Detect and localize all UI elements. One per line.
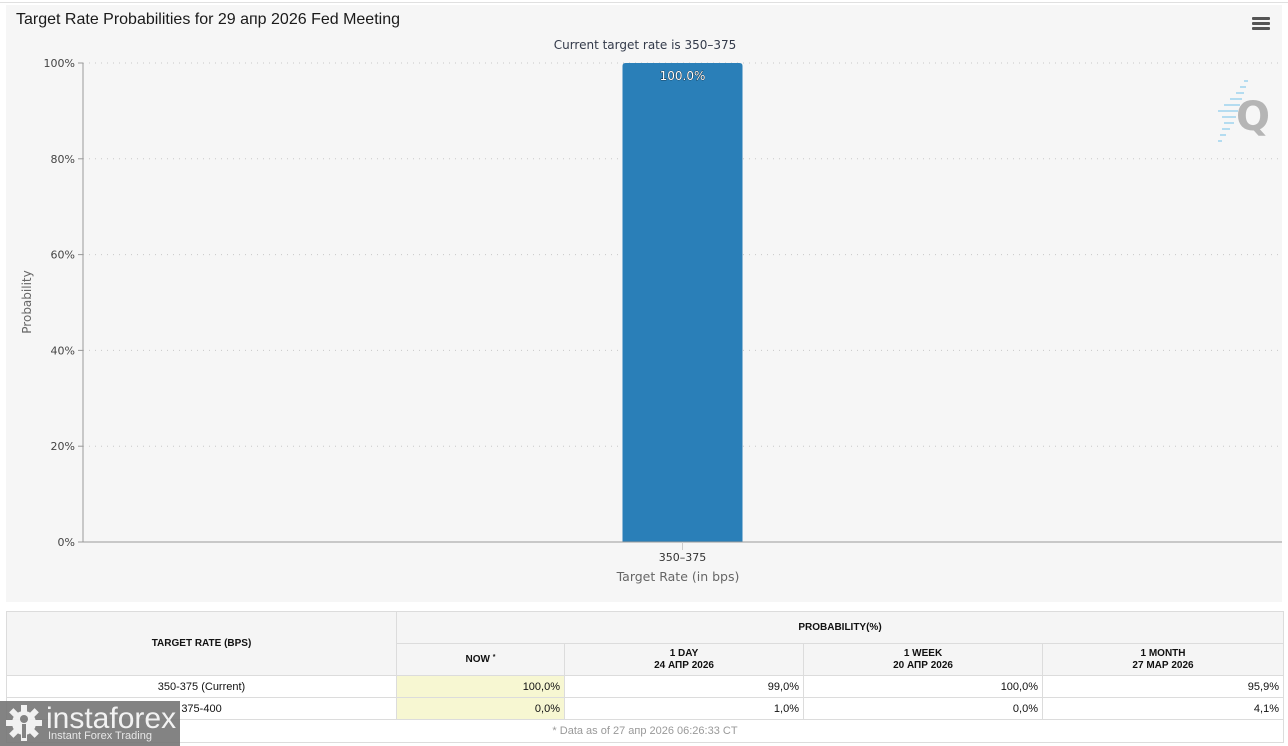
table-footnote-row: * Data as of 27 апр 2026 06:26:33 CT — [6, 719, 1284, 743]
q-logo-icon: Q — [1218, 80, 1270, 142]
table-header-row: TARGET RATE (BPS) PROBABILITY(%) — [6, 611, 1284, 676]
instaforex-logo: instaforex Instant Forex Trading — [0, 701, 180, 746]
value-cell-1-day: 1,0% — [564, 697, 804, 720]
chart-title: Target Rate Probabilities for 29 апр 202… — [16, 11, 400, 28]
logo-brand: instaforex — [46, 702, 177, 735]
x-tick-label: 350–375 — [659, 551, 707, 564]
y-tick-label: 0% — [58, 536, 75, 549]
y-tick-label: 100% — [44, 57, 75, 70]
hamburger-menu-icon[interactable] — [1252, 17, 1270, 33]
col-header-target-rate: TARGET RATE (BPS) — [6, 611, 397, 676]
gear-logo-icon — [6, 705, 42, 741]
svg-text:Q: Q — [1236, 94, 1270, 140]
y-tick-label: 20% — [51, 440, 75, 453]
probability-table: TARGET RATE (BPS) PROBABILITY(%) NOW * 1… — [6, 611, 1284, 743]
col-header-probability: PROBABILITY(%) — [396, 611, 1284, 644]
chart-subtitle: Current target rate is 350–375 — [554, 38, 737, 52]
value-cell-1-month: 4,1% — [1042, 697, 1284, 720]
col-header-1-day: 1 DAY 24 АПР 2026 — [564, 643, 804, 676]
y-axis-ticks: 0% 20% 40% 60% 80% 100% — [44, 57, 83, 549]
bar[interactable] — [622, 63, 743, 542]
value-cell-1-month: 95,9% — [1042, 675, 1284, 698]
chart-panel: Target Rate Probabilities for 29 апр 202… — [6, 5, 1282, 602]
x-axis-label: Target Rate (in bps) — [616, 569, 740, 584]
bars: 100.0% — [622, 63, 743, 542]
value-cell-1-week: 100,0% — [803, 675, 1043, 698]
logo-tagline: Instant Forex Trading — [48, 730, 152, 742]
data-timestamp-footnote: * Data as of 27 апр 2026 06:26:33 CT — [6, 719, 1284, 743]
y-tick-label: 60% — [51, 249, 75, 262]
x-axis-ticks: 350–375 — [659, 542, 707, 564]
value-cell-1-week: 0,0% — [803, 697, 1043, 720]
col-header-now: NOW * — [396, 643, 565, 676]
y-tick-label: 40% — [51, 344, 75, 357]
table-row: 350-375 (Current) 100,0% 99,0% 100,0% 95… — [6, 675, 1284, 698]
value-cell-now: 100,0% — [396, 675, 565, 698]
y-axis-label: Probability — [20, 270, 34, 333]
rate-cell: 350-375 (Current) — [6, 675, 397, 698]
chart-svg: Current target rate is 350–375 0% 20% 40% 6… — [20, 38, 1282, 584]
table-row: 375-400 0,0% 1,0% 0,0% 4,1% — [6, 697, 1284, 720]
value-cell-1-day: 99,0% — [564, 675, 804, 698]
col-header-1-month: 1 MONTH 27 МАР 2026 — [1042, 643, 1284, 676]
bar-data-label: 100.0% — [660, 69, 706, 83]
y-tick-label: 80% — [51, 153, 75, 166]
value-cell-now: 0,0% — [396, 697, 565, 720]
col-header-1-week: 1 WEEK 20 АПР 2026 — [803, 643, 1043, 676]
top-border — [0, 2, 1288, 3]
